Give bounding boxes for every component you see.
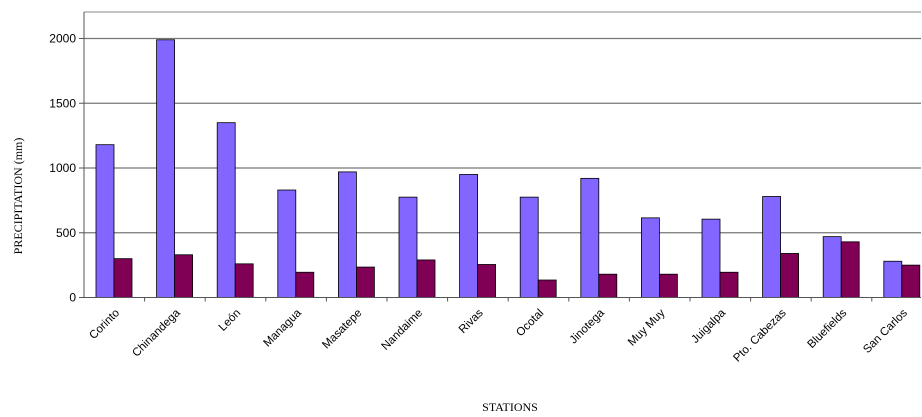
bar-series-1: [399, 197, 417, 297]
y-tick-label: 1500: [49, 96, 76, 110]
bar-series-1: [460, 174, 478, 297]
x-tick-label: Juigalpa: [689, 307, 728, 346]
bar-series-1: [702, 219, 720, 297]
gridlines: [84, 12, 921, 233]
bar-series-1: [884, 261, 902, 297]
bar-series-2: [356, 267, 374, 297]
x-tick-label: Rivas: [457, 307, 486, 336]
bar-series-2: [296, 272, 314, 297]
y-tick-label: 1000: [49, 161, 76, 175]
x-tick-label: Masatepe: [320, 307, 364, 351]
bar-series-1: [763, 196, 781, 297]
bar-series-2: [417, 260, 435, 298]
bar-series-2: [235, 264, 253, 298]
bar-series-1: [520, 197, 538, 297]
bar-series-2: [175, 255, 193, 298]
bar-series-2: [478, 264, 496, 297]
bar-series-1: [338, 172, 356, 298]
y-tick-label: 0: [69, 291, 76, 305]
x-tick-label: San Carlos: [861, 307, 910, 356]
bar-series-1: [217, 123, 235, 298]
y-axis-title: PRECIPITATION (mm): [11, 138, 25, 255]
bar-series-1: [96, 145, 114, 298]
x-tick-label: Muy Muy: [626, 307, 668, 349]
bar-series-1: [278, 190, 296, 297]
x-tick-label: Bluefields: [806, 307, 850, 351]
x-tick-label: Jinotega: [568, 307, 608, 347]
x-tick-label: Managua: [262, 307, 305, 350]
bar-series-2: [659, 274, 677, 297]
x-tick-label: Pto. Cabezas: [731, 307, 788, 364]
bars: [96, 40, 920, 298]
bar-series-1: [157, 40, 175, 298]
x-tick-label: Chinandega: [130, 307, 183, 360]
x-tick-label: Nandaime: [380, 307, 426, 353]
bar-series-2: [902, 265, 920, 297]
bar-series-2: [720, 272, 738, 297]
x-tick-labels: Corinto Chinandega León Managua Masatepe Nand…: [87, 307, 910, 365]
bar-series-2: [781, 253, 799, 297]
y-tick-label: 2000: [49, 32, 76, 46]
bar-series-1: [641, 218, 659, 298]
bar-series-2: [114, 259, 132, 298]
bar-series-1: [581, 178, 599, 297]
x-axis-title: STATIONS: [482, 400, 538, 414]
x-tick-label: Ocotal: [514, 307, 546, 339]
y-tick-label: 500: [56, 226, 76, 240]
bar-series-2: [841, 242, 859, 298]
x-tick-label: León: [217, 307, 244, 334]
x-tick-label: Corinto: [87, 307, 122, 342]
bar-series-2: [538, 280, 556, 297]
bar-series-2: [599, 274, 617, 297]
y-tick-labels: 0 500 1000 1500 2000: [49, 32, 76, 305]
bar-series-1: [823, 237, 841, 298]
